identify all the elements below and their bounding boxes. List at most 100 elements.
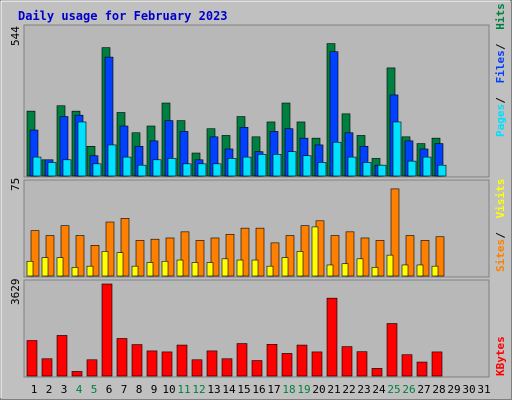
x-tick-label: 14 (222, 383, 236, 396)
x-tick-label: 21 (327, 383, 340, 396)
kbytes-bar (266, 344, 278, 377)
visits-bar (161, 260, 169, 277)
sites-bar (30, 230, 40, 277)
kbytes-bar (116, 338, 128, 377)
sites-bar (60, 225, 70, 277)
legend-kbytes: KBytes (494, 336, 507, 376)
sites-bar (375, 240, 385, 277)
sites-bar (360, 237, 370, 277)
x-tick-label: 12 (192, 383, 205, 396)
x-tick-label: 26 (402, 383, 415, 396)
visits-bar (401, 264, 409, 277)
kbytes-bar (56, 335, 68, 377)
pages-bar (212, 163, 222, 177)
visits-bar (356, 258, 364, 277)
visits-bar (26, 260, 34, 277)
pages-bar (47, 162, 57, 177)
legend-visits: Visits (494, 179, 507, 219)
kbytes-bar (101, 283, 113, 377)
pages-bar (302, 155, 312, 177)
x-tick-label: 27 (417, 383, 430, 396)
sites-bar (300, 225, 310, 277)
x-tick-label: 6 (106, 383, 113, 396)
legend-files: Files (494, 50, 507, 83)
sites-bar (195, 240, 205, 277)
pages-bar (152, 159, 162, 177)
visits-bar (266, 265, 274, 277)
sites-bar (180, 231, 190, 277)
sites-bar (285, 235, 295, 277)
pages-bar (242, 156, 252, 177)
kbytes-bar (371, 368, 383, 377)
visits-bar (311, 226, 319, 277)
visits-bar (86, 265, 94, 277)
sites-bar (105, 221, 115, 277)
pages-bar (182, 163, 192, 177)
kbytes-bar (206, 350, 218, 377)
visits-bar (131, 265, 139, 277)
visits-bar (431, 265, 439, 277)
pages-bar (392, 121, 402, 177)
x-tick-label: 1 (31, 383, 38, 396)
x-tick-label: 9 (151, 383, 158, 396)
x-tick-label: 10 (162, 383, 175, 396)
kbytes-bar (431, 351, 443, 377)
sites-bar (390, 188, 400, 277)
visits-bar (341, 263, 349, 277)
sites-bar (45, 235, 55, 277)
pages-bar (422, 156, 432, 177)
x-tick-label: 4 (76, 383, 83, 396)
sites-bar (120, 218, 130, 277)
sites-bar (435, 236, 445, 277)
x-tick-label: 18 (282, 383, 295, 396)
x-tick-label: 31 (477, 383, 490, 396)
ymax-label-kbytes: 3629 (9, 279, 22, 306)
pages-bar (272, 154, 282, 177)
visits-bar (71, 267, 79, 277)
legend-pages: Pages (494, 104, 507, 137)
pages-bar (317, 162, 327, 177)
sites-bar (270, 242, 280, 277)
visits-bar (191, 262, 199, 277)
kbytes-bar (221, 358, 233, 377)
visits-bar (56, 257, 64, 277)
ymax-label-hits: 544 (9, 26, 22, 46)
kbytes-bar (71, 371, 83, 377)
chart-title: Daily usage for February 2023 (18, 9, 228, 23)
pages-bar (107, 144, 117, 177)
visits-bar (101, 251, 109, 277)
x-tick-label: 25 (387, 383, 400, 396)
kbytes-bar (311, 351, 323, 377)
pages-bar (332, 141, 342, 177)
legend-separator: / (494, 232, 507, 239)
kbytes-bar (86, 359, 98, 377)
sites-bar (165, 237, 175, 277)
x-tick-label: 16 (252, 383, 265, 396)
visits-bar (116, 252, 124, 277)
kbytes-bar (146, 350, 158, 377)
sites-bar (150, 238, 160, 277)
x-tick-label: 20 (312, 383, 325, 396)
kbytes-bar (236, 343, 248, 377)
kbytes-bar (401, 354, 413, 377)
sites-bar (255, 227, 265, 277)
pages-bar (77, 121, 87, 177)
visits-bar (281, 257, 289, 277)
kbytes-bar (296, 344, 308, 377)
x-tick-label: 8 (136, 383, 143, 396)
legend-separator: / (494, 43, 507, 50)
sites-bar (240, 227, 250, 277)
kbytes-bar (416, 361, 428, 377)
kbytes-bar (326, 297, 338, 377)
sites-bar (330, 235, 340, 277)
kbytes-bar (161, 351, 173, 377)
x-tick-label: 7 (121, 383, 128, 396)
x-tick-label: 2 (46, 383, 53, 396)
visits-bar (41, 257, 49, 277)
pages-bar (122, 156, 132, 177)
x-tick-label: 23 (357, 383, 370, 396)
kbytes-bar (26, 340, 38, 377)
pages-bar (197, 163, 207, 177)
visits-bar (416, 264, 424, 277)
